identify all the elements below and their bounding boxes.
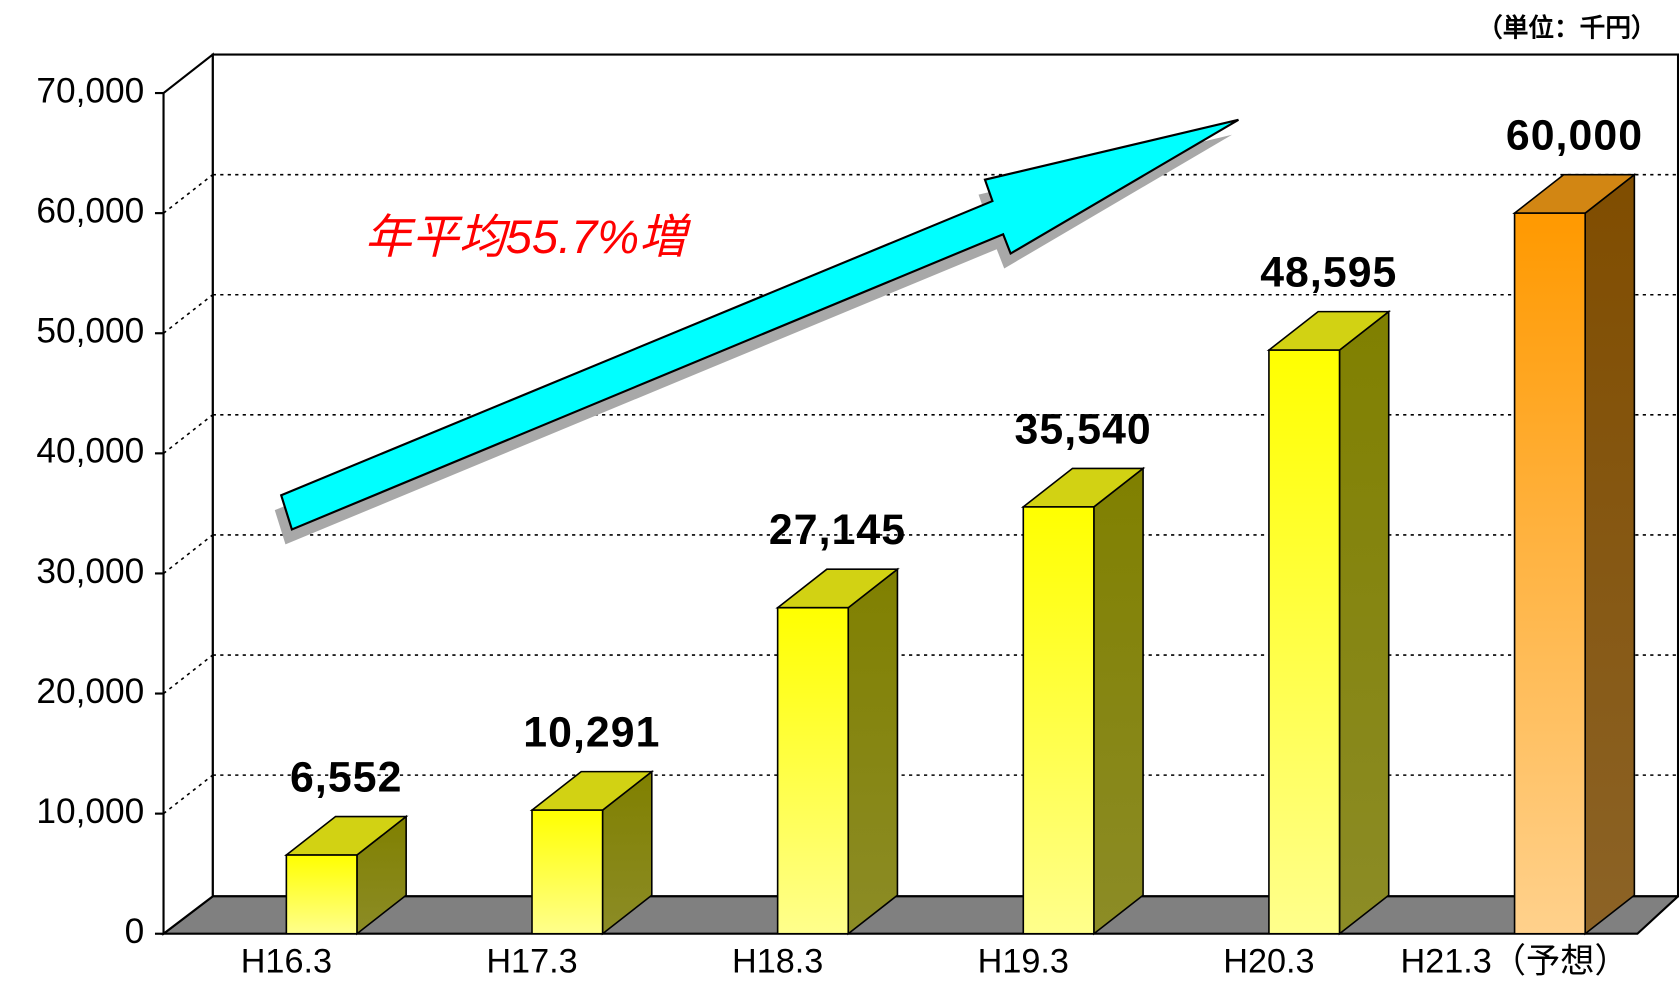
bar (1268, 349, 1341, 935)
grid-line (163, 294, 214, 334)
x-tick-label: H19.3 (978, 943, 1069, 981)
x-tick-label: H21.3（予想） (1400, 943, 1628, 981)
side-wall (162, 52, 214, 936)
bar-side (847, 567, 899, 936)
value-label: 35,540 (1015, 405, 1152, 453)
grid-line (163, 414, 214, 454)
bar (1022, 506, 1095, 935)
grid-line (163, 174, 214, 214)
grid-line (163, 654, 214, 695)
x-tick-label: H17.3 (486, 943, 577, 981)
value-label: 6,552 (290, 753, 402, 801)
y-tick-label: 50,000 (36, 312, 144, 351)
y-tick-label: 0 (125, 912, 145, 951)
value-label: 10,291 (523, 709, 660, 757)
value-label: 27,145 (769, 506, 906, 554)
y-tick-label: 30,000 (36, 552, 144, 591)
grid-line (163, 53, 214, 94)
value-label: 48,595 (1260, 249, 1397, 297)
y-tick-label: 40,000 (36, 432, 144, 471)
trend-arrow (274, 118, 1239, 545)
bar (531, 809, 604, 935)
bar-side (1584, 172, 1636, 936)
y-tick-label: 10,000 (36, 792, 144, 831)
x-tick-label: H16.3 (241, 943, 332, 981)
bar (1513, 212, 1586, 935)
bar (285, 854, 358, 935)
y-tick-label: 20,000 (36, 672, 144, 711)
unit-label: （単位：千円） (1477, 13, 1657, 43)
y-tick-label: 70,000 (36, 71, 144, 110)
bar (776, 606, 850, 935)
bar-side (1338, 309, 1390, 936)
grid-line (163, 774, 214, 815)
value-label: 60,000 (1506, 112, 1643, 160)
y-tick-label: 60,000 (36, 191, 144, 230)
grid-line (163, 534, 214, 575)
x-tick-label: H18.3 (732, 943, 823, 981)
x-tick-label: H20.3 (1223, 943, 1314, 981)
annotation: 年平均55.7%増 (365, 210, 692, 263)
bar-side (1093, 466, 1144, 936)
arrow (279, 118, 1239, 531)
back-wall (211, 53, 1679, 898)
